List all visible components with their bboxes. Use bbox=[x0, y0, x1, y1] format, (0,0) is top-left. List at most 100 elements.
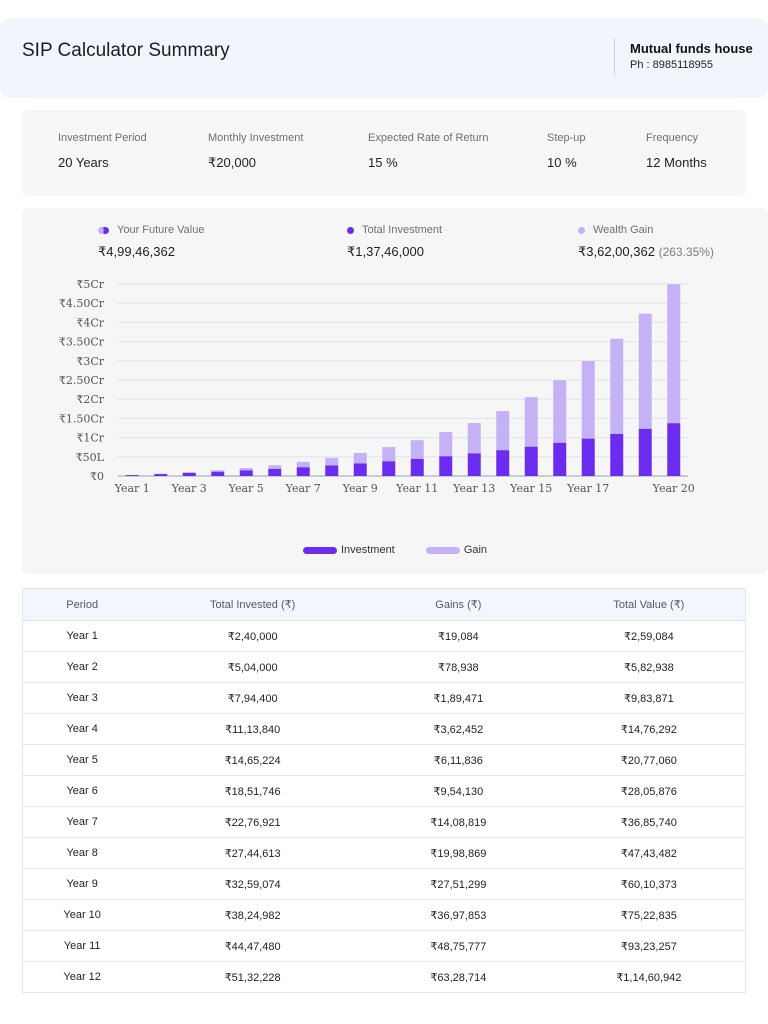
bar-gain[interactable] bbox=[439, 431, 453, 457]
y-tick-label: ₹3Cr bbox=[76, 355, 104, 368]
x-tick-label: Year 5 bbox=[228, 482, 264, 495]
bar-gain[interactable] bbox=[296, 461, 310, 468]
bar-investment[interactable] bbox=[410, 458, 424, 476]
bar-investment[interactable] bbox=[610, 433, 624, 476]
header-divider bbox=[614, 38, 615, 76]
summary-label: Total Investment bbox=[362, 224, 443, 236]
bar-investment[interactable] bbox=[638, 428, 652, 476]
table-cell: Year 10 bbox=[22, 899, 142, 931]
table-cell: ₹19,084 bbox=[364, 620, 553, 652]
column-header: Gains (₹) bbox=[364, 588, 553, 621]
param-frequency: Frequency 12 Months bbox=[646, 132, 707, 170]
bar-investment[interactable] bbox=[667, 423, 681, 476]
param-value: 10 % bbox=[547, 155, 577, 170]
table-cell: ₹38,24,982 bbox=[141, 899, 364, 931]
bar-investment[interactable] bbox=[524, 446, 538, 476]
bar-gain[interactable] bbox=[581, 361, 595, 439]
bar-investment[interactable] bbox=[353, 463, 367, 476]
bar-investment[interactable] bbox=[439, 456, 453, 476]
table-cell: Year 6 bbox=[22, 775, 142, 807]
summary-value: ₹3,62,00,362 bbox=[578, 244, 655, 259]
table-cell: ₹36,97,853 bbox=[364, 899, 553, 931]
table-cell: ₹44,47,480 bbox=[141, 930, 364, 962]
table-row: Year 8 ₹27,44,613 ₹19,98,869 ₹47,43,482 bbox=[22, 837, 746, 869]
bar-investment[interactable] bbox=[125, 475, 139, 476]
param-label: Frequency bbox=[646, 132, 698, 144]
gain-swatch-icon bbox=[425, 546, 460, 554]
bar-investment[interactable] bbox=[496, 450, 510, 476]
legend-item-gain[interactable]: Gain bbox=[425, 544, 487, 556]
bar-gain[interactable] bbox=[382, 447, 396, 462]
table-cell: ₹27,44,613 bbox=[141, 837, 364, 869]
table-cell: ₹5,82,938 bbox=[552, 651, 746, 683]
column-header: Total Invested (₹) bbox=[141, 588, 364, 621]
table-cell: ₹78,938 bbox=[364, 651, 553, 683]
table-cell: Year 4 bbox=[22, 713, 142, 745]
table-cell: ₹14,76,292 bbox=[552, 713, 746, 745]
y-tick-label: ₹4Cr bbox=[76, 316, 104, 329]
bar-investment[interactable] bbox=[154, 474, 168, 476]
param-label: Expected Rate of Return bbox=[368, 132, 489, 144]
x-tick-label: Year 17 bbox=[566, 482, 609, 495]
table-cell: ₹11,13,840 bbox=[141, 713, 364, 745]
bar-investment[interactable] bbox=[581, 438, 595, 476]
table-cell: Year 2 bbox=[22, 651, 142, 683]
bar-gain[interactable] bbox=[268, 465, 282, 469]
param-value: 20 Years bbox=[58, 155, 109, 170]
table-cell: ₹1,14,60,942 bbox=[552, 961, 746, 993]
bar-gain[interactable] bbox=[211, 470, 225, 472]
table-row: Year 12 ₹51,32,228 ₹63,28,714 ₹1,14,60,942 bbox=[22, 961, 746, 993]
bar-investment[interactable] bbox=[211, 471, 225, 476]
table-cell: Year 12 bbox=[22, 961, 142, 993]
summary-value: ₹1,37,46,000 bbox=[347, 244, 424, 259]
table-row: Year 2 ₹5,04,000 ₹78,938 ₹5,82,938 bbox=[22, 651, 746, 683]
bar-gain[interactable] bbox=[638, 313, 652, 429]
bar-gain[interactable] bbox=[239, 468, 253, 471]
bar-gain[interactable] bbox=[667, 284, 681, 424]
bar-gain[interactable] bbox=[610, 338, 624, 434]
header-bar: SIP Calculator Summary Mutual funds hous… bbox=[0, 18, 768, 98]
summary-value: ₹4,99,46,362 bbox=[98, 244, 175, 259]
y-tick-label: ₹2Cr bbox=[76, 393, 104, 406]
bar-gain[interactable] bbox=[553, 380, 567, 443]
param-label: Investment Period bbox=[58, 132, 147, 144]
bar-gain[interactable] bbox=[410, 440, 424, 459]
yearly-breakdown-table: Period Total Invested (₹) Gains (₹) Tota… bbox=[22, 588, 746, 993]
y-tick-label: ₹1.50Cr bbox=[59, 412, 105, 425]
chart-card: Your Future Value ₹4,99,46,362 Total Inv… bbox=[22, 208, 768, 574]
table-cell: ₹3,62,452 bbox=[364, 713, 553, 745]
param-monthly-investment: Monthly Investment ₹20,000 bbox=[208, 132, 303, 171]
x-tick-label: Year 15 bbox=[509, 482, 552, 495]
table-cell: ₹14,08,819 bbox=[364, 806, 553, 838]
table-cell: ₹22,76,921 bbox=[141, 806, 364, 838]
bar-investment[interactable] bbox=[296, 467, 310, 476]
table-cell: ₹51,32,228 bbox=[141, 961, 364, 993]
table-row: Year 1 ₹2,40,000 ₹19,084 ₹2,59,084 bbox=[22, 620, 746, 652]
bar-investment[interactable] bbox=[268, 468, 282, 476]
table-cell: ₹5,04,000 bbox=[141, 651, 364, 683]
bar-investment[interactable] bbox=[325, 465, 339, 476]
bar-investment[interactable] bbox=[182, 472, 196, 476]
table-body: Year 1 ₹2,40,000 ₹19,084 ₹2,59,084 Year 2 ₹5,… bbox=[22, 620, 746, 993]
legend-item-investment[interactable]: Investment bbox=[302, 544, 395, 556]
investment-parameters: Investment Period 20 Years Monthly Inves… bbox=[22, 110, 746, 196]
column-header: Total Value (₹) bbox=[552, 588, 746, 621]
bar-gain[interactable] bbox=[496, 411, 510, 451]
table-cell: ₹2,40,000 bbox=[141, 620, 364, 652]
table-row: Year 11 ₹44,47,480 ₹48,75,777 ₹93,23,257 bbox=[22, 930, 746, 962]
x-tick-label: Year 20 bbox=[652, 482, 695, 495]
bar-gain[interactable] bbox=[325, 457, 339, 466]
bar-gain[interactable] bbox=[353, 452, 367, 464]
bar-investment[interactable] bbox=[553, 442, 567, 476]
bar-gain[interactable] bbox=[182, 472, 196, 473]
table-cell: ₹27,51,299 bbox=[364, 868, 553, 900]
bar-gain[interactable] bbox=[467, 423, 481, 454]
bar-investment[interactable] bbox=[467, 453, 481, 476]
legend-label: Investment bbox=[340, 544, 395, 556]
bar-investment[interactable] bbox=[239, 470, 253, 476]
y-tick-label: ₹0 bbox=[90, 470, 104, 483]
bar-investment[interactable] bbox=[382, 461, 396, 476]
bar-gain[interactable] bbox=[524, 397, 538, 447]
table-cell: Year 8 bbox=[22, 837, 142, 869]
y-tick-label: ₹50L bbox=[76, 451, 105, 464]
